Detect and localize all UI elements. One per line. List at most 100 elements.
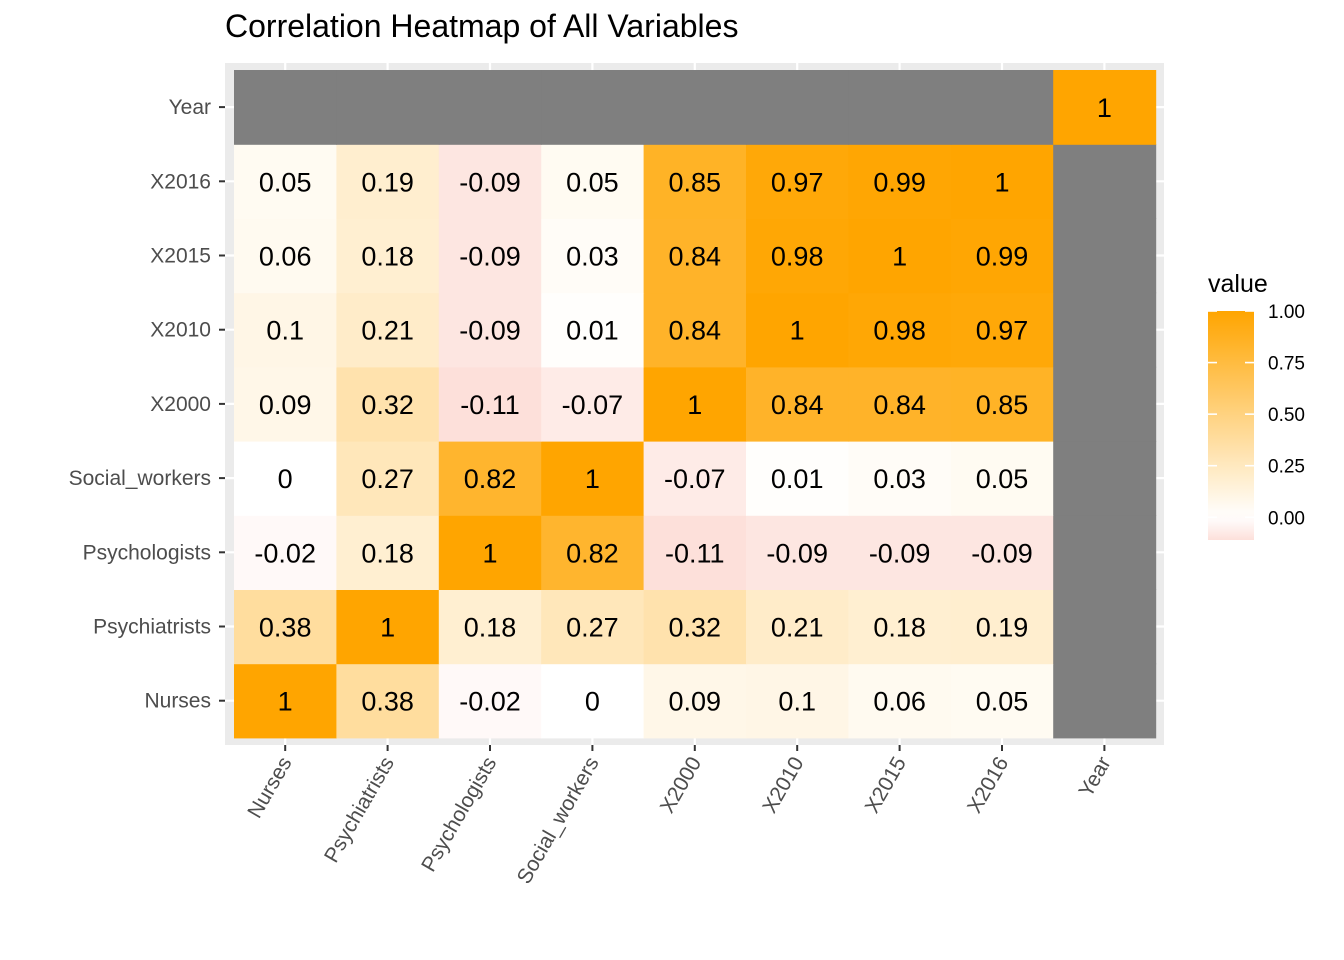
cell-value-label: 0.03 [873, 464, 926, 494]
cell-value-label: 1 [994, 167, 1009, 197]
cell-value-label: -0.09 [971, 538, 1033, 568]
cell-value-label: 0.18 [361, 538, 414, 568]
heatmap-cell [746, 144, 849, 219]
heatmap-cell [234, 70, 337, 145]
heatmap-cell [541, 441, 645, 516]
cell-value-label: 0.06 [873, 687, 926, 717]
heatmap-cell [950, 515, 1054, 590]
cell-value-label: 0.03 [566, 242, 619, 272]
heatmap-cell [643, 441, 747, 516]
heatmap-cell [1053, 663, 1157, 739]
cell-value-label: 0.84 [669, 242, 722, 272]
heatmap-cell [541, 292, 645, 368]
cell-value-label: -0.11 [460, 390, 520, 420]
heatmap-cell [234, 218, 337, 294]
cell-value-label: 0.06 [259, 242, 312, 272]
cell-value-label: -0.09 [766, 538, 828, 568]
heatmap-cell [746, 441, 849, 516]
cell-value-label: 0.98 [771, 242, 824, 272]
legend-colorbar [1208, 311, 1254, 540]
heatmap-cell [1053, 515, 1157, 590]
cell-value-label: -0.09 [459, 316, 521, 346]
heatmap-cell [643, 663, 747, 739]
cell-value-label: 0.38 [361, 687, 414, 717]
heatmap-cell [950, 663, 1054, 739]
y-tick-label: X2016 [150, 170, 211, 193]
cell-value-label: 0.05 [259, 167, 312, 197]
cell-value-label: 0.01 [771, 464, 824, 494]
x-tick-label: Psychologists [417, 753, 501, 876]
cell-value-label: 0.82 [464, 464, 517, 494]
cell-value-label: 0 [278, 464, 293, 494]
heatmap-cell [438, 663, 542, 739]
heatmap-cell [950, 144, 1054, 219]
cell-value-label: 0.21 [771, 613, 824, 643]
x-tick-label: X2010 [758, 753, 808, 817]
heatmap-cell [848, 589, 952, 665]
chart-title: Correlation Heatmap of All Variables [225, 8, 739, 44]
cell-value-label: 0.18 [873, 613, 926, 643]
heatmap-cell [643, 292, 747, 368]
heatmap-cell [234, 292, 337, 368]
cell-value-label: 1 [482, 538, 497, 568]
cell-value-label: 0.09 [259, 390, 312, 420]
x-tick-label: X2016 [963, 753, 1013, 817]
cell-value-label: 1 [585, 464, 600, 494]
heatmap-cell [848, 218, 952, 294]
cell-value-label: 0.05 [566, 167, 619, 197]
cell-value-label: 0.21 [361, 316, 414, 346]
cell-value-label: 0.98 [873, 316, 926, 346]
cell-value-label: -0.09 [459, 242, 521, 272]
cell-value-label: 0.18 [361, 242, 414, 272]
heatmap-cell [746, 589, 849, 665]
legend-tick-label: 0.75 [1268, 354, 1305, 375]
legend-title: value [1208, 270, 1268, 298]
cell-value-label: -0.07 [664, 464, 726, 494]
heatmap-cell [848, 663, 952, 739]
y-tick-label: X2010 [150, 319, 211, 342]
heatmap-cell [336, 366, 440, 442]
y-tick-label: Social_workers [69, 467, 211, 490]
cell-value-label: 1 [278, 687, 293, 717]
cell-value-label: 0.1 [778, 687, 816, 717]
heatmap-cell [438, 292, 542, 368]
cell-value-label: 0 [585, 687, 600, 717]
heatmap-cell [1053, 218, 1157, 294]
legend-tick-label: 0.00 [1268, 508, 1305, 529]
heatmap-cell [336, 663, 440, 739]
cell-value-label: 1 [892, 242, 907, 272]
cell-value-label: 0.84 [669, 316, 722, 346]
cell-value-label: 1 [1097, 93, 1112, 123]
heatmap-cell [234, 144, 337, 219]
cell-labels: 1 0.38 -0.02 0 0.09 0.1 0.06 0.05 0.38 1 0.18 0.27 0… [254, 93, 1111, 717]
heatmap-cell [541, 144, 645, 219]
heatmap-cell [234, 589, 337, 665]
heatmap-cell [848, 441, 952, 516]
heatmap-cell [1053, 441, 1157, 516]
heatmap-cell [848, 292, 952, 368]
x-tick-label: X2015 [861, 753, 911, 817]
heatmap-cell [438, 70, 542, 145]
heatmap-cell [541, 366, 645, 442]
heatmap-cell [336, 292, 440, 368]
heatmap-cells [234, 70, 1157, 739]
cell-value-label: 0.32 [361, 390, 414, 420]
heatmap-cell [746, 218, 849, 294]
heatmap-cell [848, 515, 952, 590]
heatmap-cell [336, 144, 440, 219]
cell-value-label: 0.97 [976, 316, 1029, 346]
heatmap-cell [643, 218, 747, 294]
heatmap-cell [438, 515, 542, 590]
x-tick-label: Psychiatrists [320, 753, 399, 867]
y-tick-label: X2000 [150, 393, 211, 416]
heatmap-cell [950, 70, 1054, 145]
cell-value-label: 1 [380, 613, 395, 643]
heatmap-cell [438, 589, 542, 665]
cell-value-label: 0.05 [976, 464, 1029, 494]
heatmap-cell [336, 218, 440, 294]
heatmap-cell [234, 366, 337, 442]
heatmap-cell [541, 589, 645, 665]
heatmap-cell [950, 589, 1054, 665]
heatmap-cell [1053, 144, 1157, 219]
